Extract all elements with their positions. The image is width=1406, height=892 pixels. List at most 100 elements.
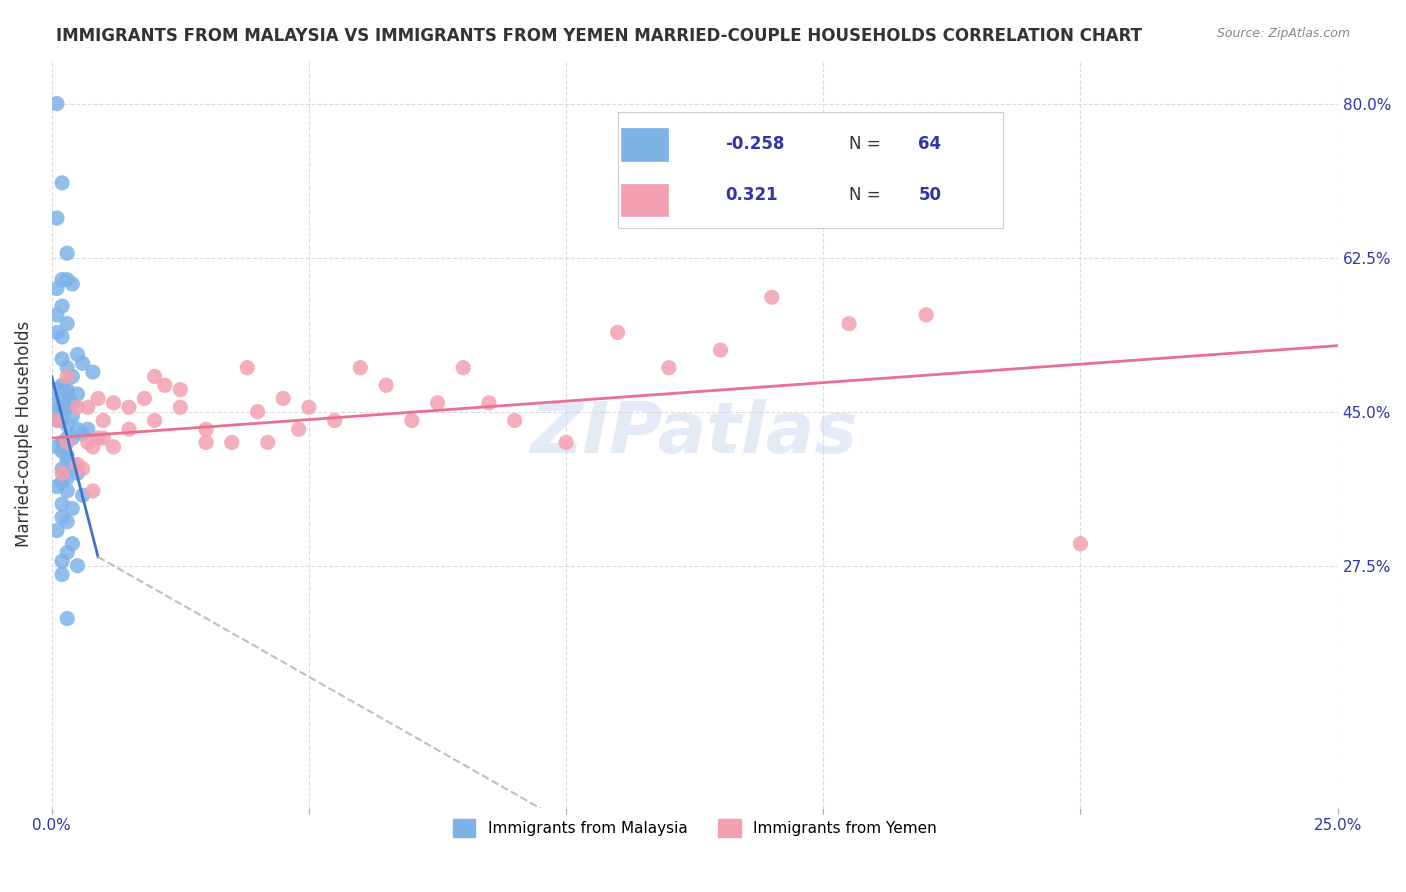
Point [82,483,104,498]
Point [60,501,83,516]
Point [72,426,94,441]
Point [91,413,114,427]
Point [451,360,474,375]
Point [66,387,89,401]
Point [134,392,156,406]
Point [56,431,79,445]
Point [478,396,501,410]
Point [375,378,398,392]
Legend: Immigrants from Malaysia, Immigrants from Yemen: Immigrants from Malaysia, Immigrants fro… [444,811,945,845]
Point [51,392,73,406]
Point [51,405,73,419]
Point [66,401,89,415]
Point [838,317,860,331]
Point [56,383,79,397]
Point [60,458,83,472]
Point [169,383,191,397]
Point [72,356,94,370]
Point [91,431,114,445]
Point [51,351,73,366]
Point [606,326,628,340]
Point [66,467,89,481]
Point [153,378,176,392]
Point [103,440,125,454]
Point [60,277,83,291]
Point [56,453,79,467]
Point [51,299,73,313]
Point [60,431,83,445]
Point [60,537,83,551]
Point [51,497,73,511]
Point [298,401,321,415]
Point [51,413,73,427]
Point [503,413,526,427]
Point [51,176,73,190]
Point [56,545,79,559]
Point [103,396,125,410]
Point [143,369,166,384]
Point [45,479,67,493]
Point [56,360,79,375]
Point [66,347,89,361]
Point [87,392,110,406]
Point [56,483,79,498]
Point [221,435,243,450]
Point [56,515,79,529]
Point [323,413,346,427]
Point [236,360,259,375]
Point [401,413,423,427]
Point [287,422,309,436]
Point [761,290,783,304]
Point [118,422,141,436]
Point [45,524,67,538]
Point [56,471,79,485]
Point [45,211,67,225]
Point [118,401,141,415]
Point [66,458,89,472]
Point [915,308,938,322]
Point [709,343,731,357]
Point [658,360,681,375]
Text: ZIPatlas: ZIPatlas [531,400,859,468]
Point [60,409,83,423]
Point [76,422,98,436]
Point [51,330,73,344]
Point [56,611,79,625]
Point [51,462,73,476]
Point [56,449,79,463]
Point [271,392,294,406]
Point [143,413,166,427]
Y-axis label: Married-couple Households: Married-couple Households [15,320,32,547]
Point [51,435,73,450]
Point [51,378,73,392]
Point [82,440,104,454]
Point [72,462,94,476]
Point [45,326,67,340]
Point [56,435,79,450]
Point [66,558,89,573]
Point [56,417,79,432]
Point [60,369,83,384]
Point [51,273,73,287]
Point [45,413,67,427]
Point [45,281,67,295]
Text: IMMIGRANTS FROM MALAYSIA VS IMMIGRANTS FROM YEMEN MARRIED-COUPLE HOUSEHOLDS CORR: IMMIGRANTS FROM MALAYSIA VS IMMIGRANTS F… [56,27,1142,45]
Point [51,567,73,582]
Point [246,405,269,419]
Point [51,444,73,458]
Point [56,401,79,415]
Point [60,396,83,410]
Point [51,467,73,481]
Point [51,401,73,415]
Point [195,435,218,450]
Point [349,360,371,375]
Point [1069,537,1091,551]
Point [45,405,67,419]
Point [555,435,578,450]
Point [45,96,67,111]
Point [45,308,67,322]
Point [51,475,73,489]
Point [82,365,104,379]
Point [76,401,98,415]
Point [426,396,449,410]
